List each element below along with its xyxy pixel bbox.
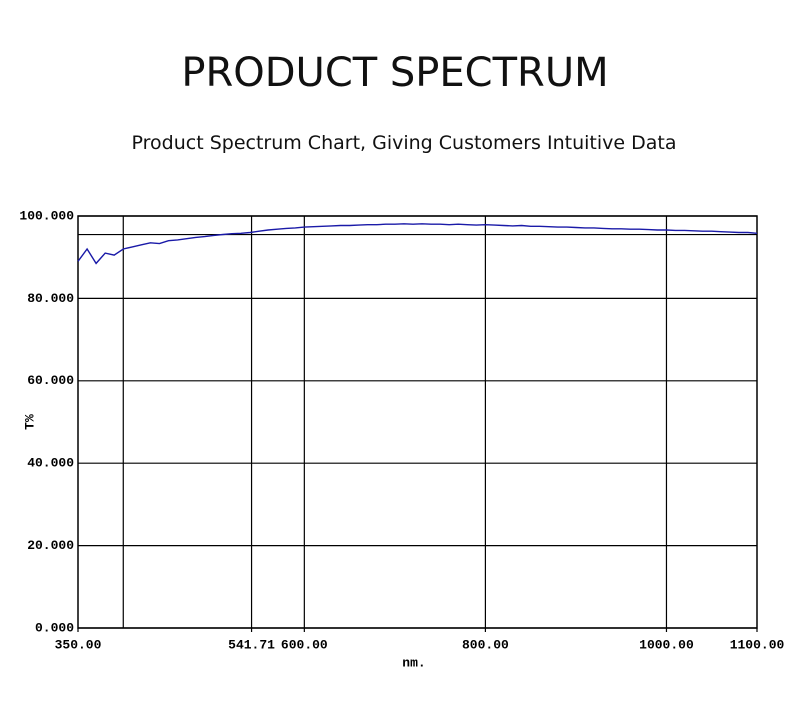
x-tick-label: 800.00 [462,637,509,652]
y-axis-label: T% [22,414,37,430]
page-subtitle: Product Spectrum Chart, Giving Customers… [132,132,677,154]
spectrum-line [77,223,758,265]
y-tick-label: 60.000 [27,373,74,388]
page-title: PRODUCT SPECTRUM [181,50,608,96]
y-tick-label: 20.000 [27,538,74,553]
x-tick-label: 350.00 [55,637,102,652]
x-tick-label: 1100.00 [730,637,785,652]
x-tick-label: 600.00 [281,637,328,652]
y-tick-label: 0.000 [35,620,74,635]
y-tick-label: 40.000 [27,456,74,471]
x-axis-label: nm. [402,655,425,670]
y-tick-label: 100.000 [19,208,74,223]
plot-frame [77,215,758,629]
x-tick-label: 1000.00 [639,637,694,652]
x-tick-label: 541.71 [228,637,275,652]
y-tick-label: 80.000 [27,291,74,306]
